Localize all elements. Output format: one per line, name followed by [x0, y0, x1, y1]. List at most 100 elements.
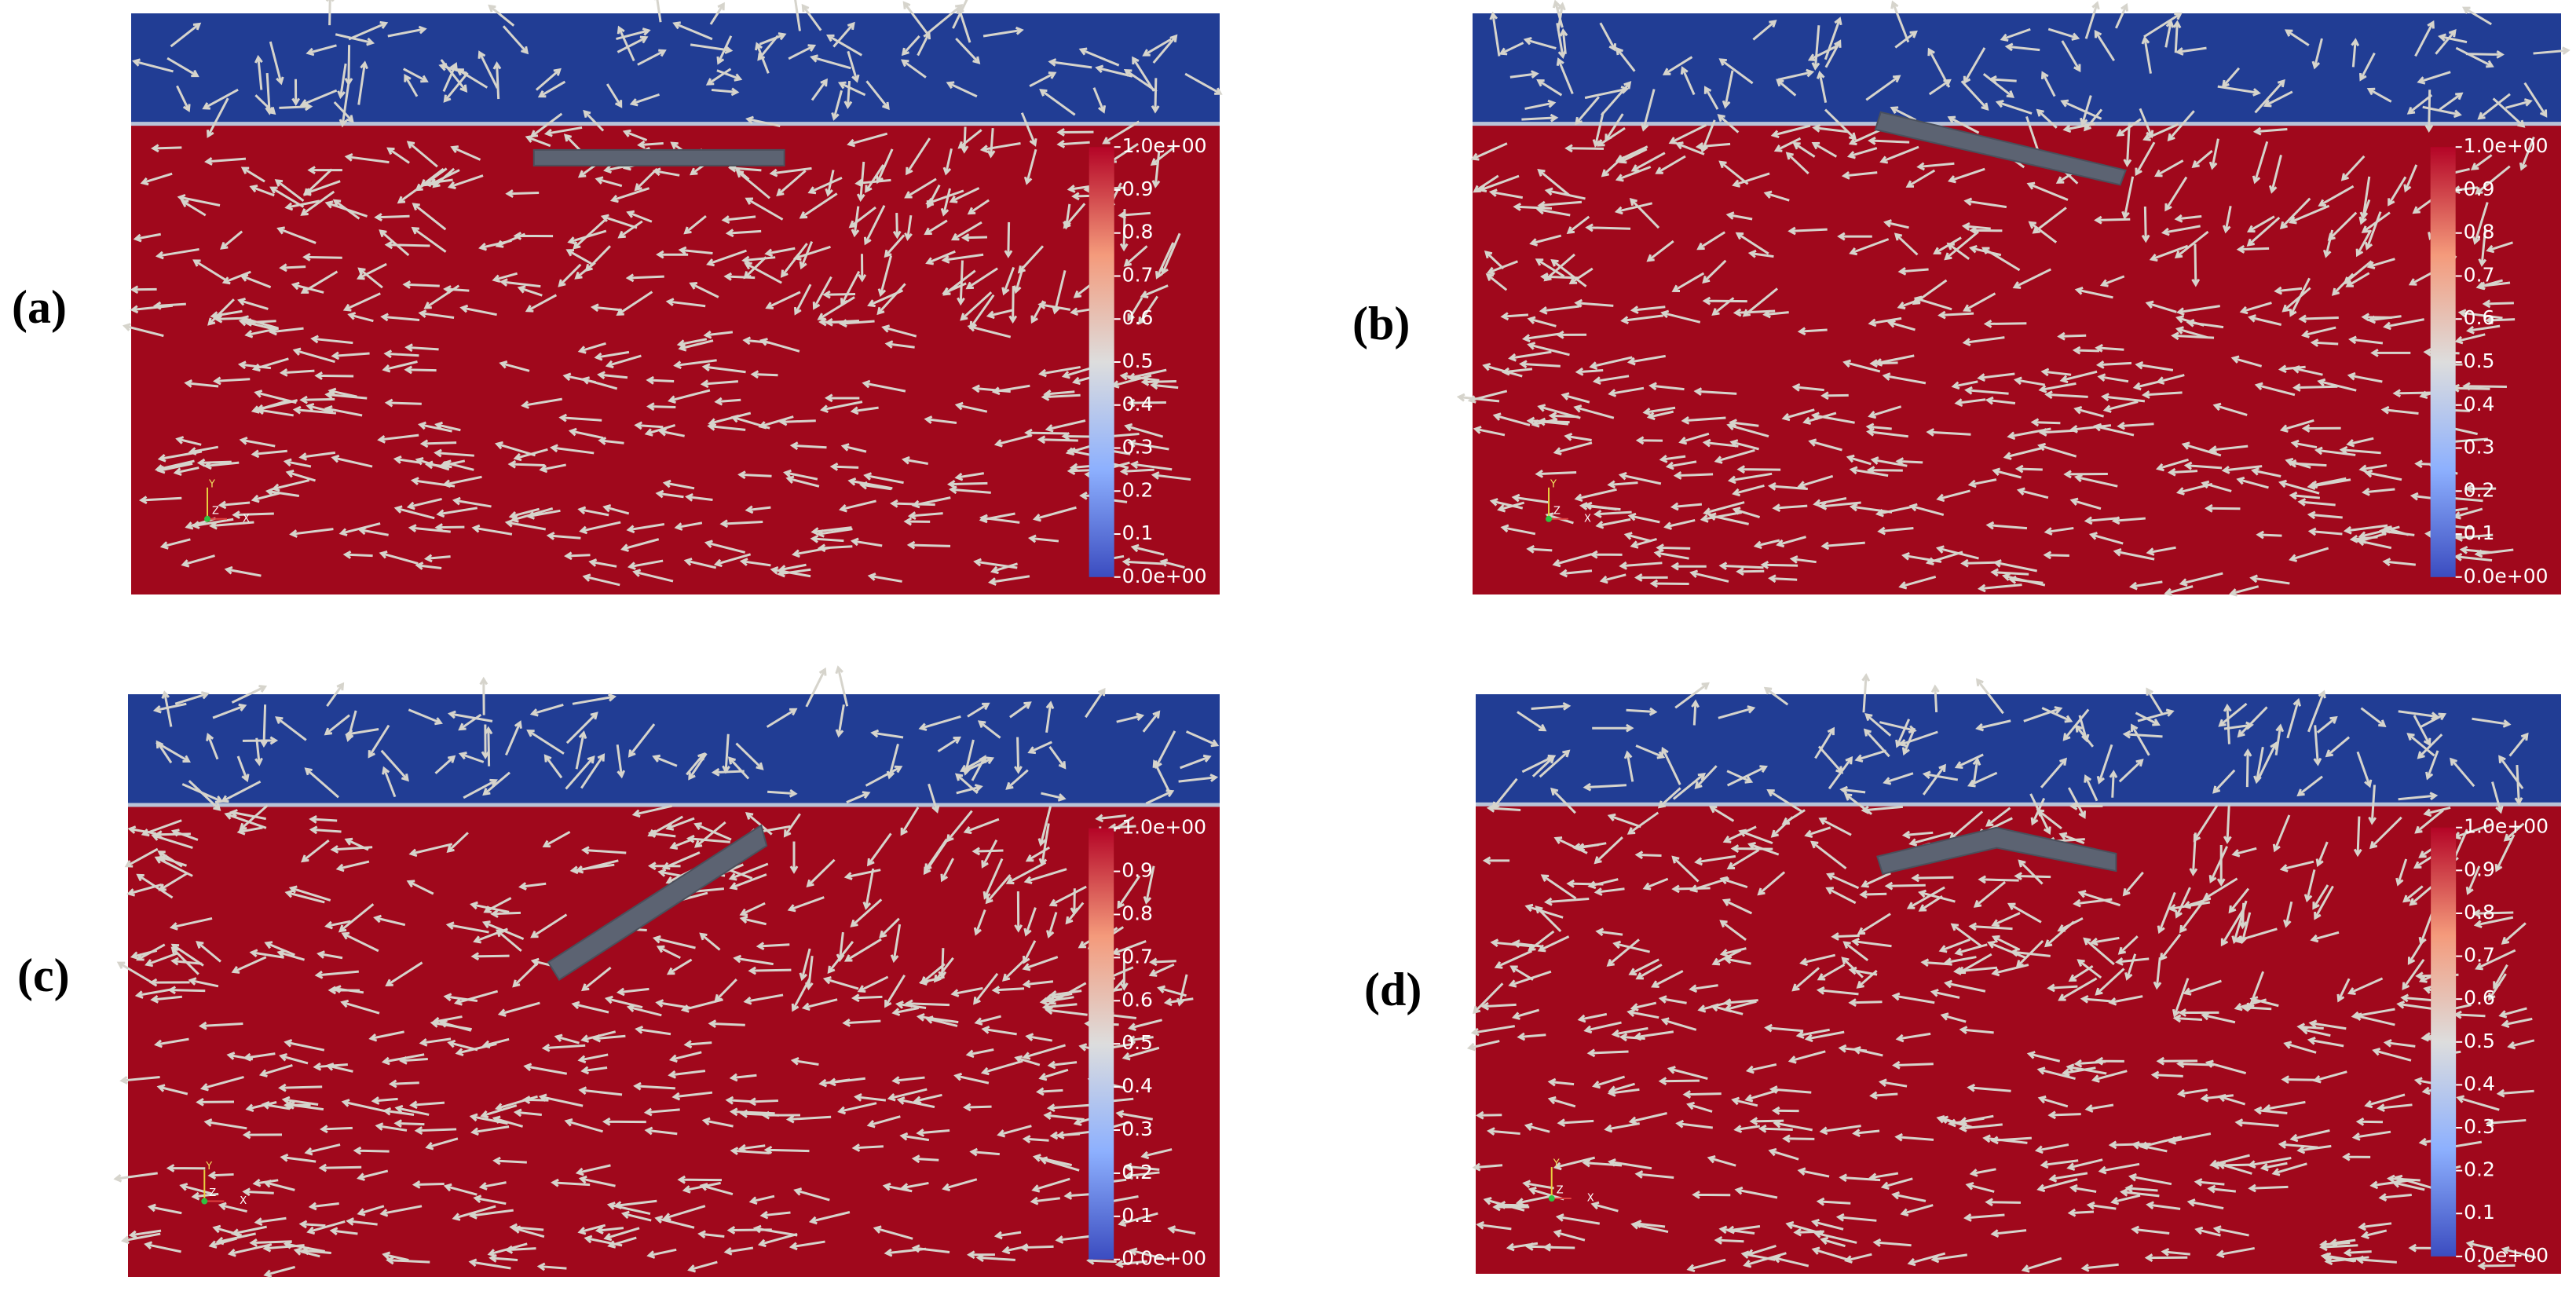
- arrow: [2477, 93, 2511, 120]
- colorbar-tick-label: 1.0e+00: [2464, 815, 2549, 838]
- arrow: [1025, 846, 1051, 862]
- arrow: [701, 1117, 734, 1128]
- arrow: [887, 1088, 928, 1102]
- arrow: [177, 193, 221, 207]
- arrow: [940, 188, 952, 217]
- arrow: [1791, 967, 1820, 992]
- arrow: [1760, 560, 1798, 569]
- arrow: [1466, 1040, 1500, 1052]
- arrow: [1557, 2, 1566, 31]
- arrow: [2315, 841, 2329, 868]
- arrow: [2074, 286, 2113, 299]
- arrow: [2348, 335, 2384, 345]
- arrow: [492, 272, 518, 284]
- arrow: [1646, 410, 1674, 421]
- arrow: [905, 999, 950, 1008]
- arrow: [2084, 1103, 2114, 1113]
- arrow: [654, 1215, 695, 1229]
- arrow: [242, 1187, 274, 1197]
- arrow: [478, 240, 512, 251]
- arrow: [1894, 1132, 1934, 1142]
- arrow: [647, 815, 683, 837]
- arrow: [150, 995, 183, 1004]
- arrow: [409, 1100, 445, 1110]
- arrow: [2094, 29, 2116, 62]
- arrow: [529, 112, 563, 138]
- arrow: [613, 1199, 657, 1210]
- arrow: [1891, 1191, 1927, 1202]
- arrow: [181, 554, 215, 568]
- arrow: [1895, 457, 1923, 466]
- arrow: [1118, 210, 1151, 220]
- arrow: [899, 1132, 930, 1142]
- arrow: [1140, 1148, 1173, 1160]
- arrow: [347, 312, 374, 323]
- arrow: [1797, 327, 1828, 336]
- arrow: [2023, 706, 2063, 722]
- arrow: [705, 68, 732, 86]
- arrow: [1804, 826, 1831, 838]
- arrow: [1990, 1136, 2032, 1145]
- arrow: [254, 54, 263, 90]
- arrow: [792, 547, 830, 558]
- arrow: [2222, 206, 2232, 234]
- arrow: [2193, 804, 2219, 843]
- arrow: [251, 357, 289, 372]
- arrow: [1489, 11, 1501, 57]
- arrow: [1816, 1197, 1851, 1206]
- arrow: [2406, 93, 2433, 115]
- colorbar-tick-label: 0.0e+00: [1122, 565, 1207, 587]
- arrow: [1732, 172, 1770, 188]
- arrow: [971, 847, 1004, 856]
- arrow: [900, 1181, 929, 1191]
- arrow: [2503, 822, 2525, 842]
- arrow: [1719, 920, 1747, 942]
- arrow: [1660, 746, 1681, 785]
- arrow: [320, 1125, 353, 1134]
- arrow: [812, 276, 832, 310]
- arrow: [446, 832, 469, 853]
- arrow: [546, 532, 581, 540]
- arrow: [184, 379, 219, 388]
- arrow: [1048, 746, 1067, 770]
- arrow: [810, 526, 852, 536]
- arrow: [1642, 406, 1676, 416]
- arrow: [1670, 502, 1703, 511]
- axis-x-label: X: [1587, 1193, 1594, 1205]
- arrow: [1930, 684, 1940, 713]
- arrow: [470, 1125, 510, 1136]
- arrow: [202, 88, 239, 110]
- arrow: [2061, 40, 2081, 73]
- arrow: [299, 395, 335, 404]
- arrow: [265, 488, 300, 498]
- arrow: [677, 1175, 723, 1184]
- arrow: [1977, 372, 2015, 382]
- arrow: [1063, 203, 1071, 230]
- arrow: [1849, 466, 1889, 477]
- arrow: [254, 1216, 287, 1226]
- arrow: [1615, 166, 1652, 182]
- arrow: [2507, 1039, 2535, 1050]
- arrow: [1880, 1177, 1913, 1191]
- arrow: [1674, 141, 1705, 155]
- arrow: [1027, 534, 1059, 543]
- panel: 1.0e+000.90.80.70.60.50.40.30.20.10.0e+0…: [1466, 673, 2561, 1274]
- arrow: [2296, 1144, 2332, 1154]
- arrow: [242, 1130, 283, 1140]
- arrow: [2130, 723, 2150, 756]
- arrow: [960, 291, 993, 321]
- arrow: [1965, 1181, 1995, 1193]
- arrow: [1132, 56, 1155, 92]
- arrow: [1553, 441, 1593, 455]
- arrow: [240, 166, 265, 183]
- arrow: [955, 37, 981, 64]
- arrow: [2303, 869, 2316, 903]
- arrow: [1148, 957, 1176, 967]
- arrow: [1691, 699, 1700, 726]
- arrow: [1119, 959, 1129, 991]
- arrow: [799, 948, 811, 982]
- arrow: [2044, 390, 2088, 400]
- arrow: [2360, 1229, 2388, 1239]
- arrow: [2353, 816, 2362, 858]
- arrow: [1005, 769, 1029, 790]
